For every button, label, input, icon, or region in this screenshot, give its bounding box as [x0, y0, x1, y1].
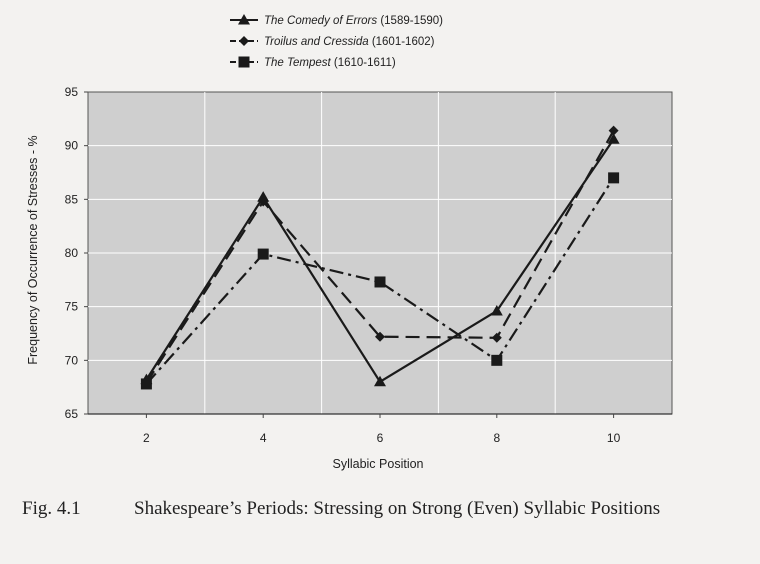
data-point-series-1 — [257, 191, 270, 202]
data-point-series-1 — [374, 375, 386, 387]
y-tick-label: 90 — [65, 139, 79, 153]
legend-series-name: Troilus and Cressida — [264, 36, 372, 48]
y-tick-label: 65 — [65, 407, 79, 421]
data-point-series-2 — [258, 196, 269, 207]
data-point-series-3 — [491, 354, 503, 366]
x-tick-label: 4 — [260, 431, 267, 445]
y-tick-label: 85 — [65, 192, 79, 206]
legend-marker-1 — [238, 14, 250, 25]
legend-series-period: (1610-1611) — [334, 57, 396, 69]
x-axis-label: Syllabic Position — [332, 457, 423, 471]
legend-entry-2: Troilus and Cressida (1601-1602) — [264, 36, 435, 48]
x-tick-label: 2 — [143, 431, 150, 445]
figure-label: Fig. 4.1 — [22, 498, 81, 519]
legend-series-name: The Tempest — [264, 57, 334, 69]
data-point-series-2 — [491, 332, 502, 343]
legend-series-period: (1589-1590) — [380, 15, 443, 27]
series-line-3 — [145, 177, 615, 385]
data-point-series-3 — [257, 248, 269, 260]
data-point-series-3 — [608, 172, 620, 184]
x-tick-label: 10 — [607, 431, 621, 445]
y-tick-label: 95 — [65, 85, 79, 99]
data-point-series-2 — [375, 331, 385, 342]
data-point-series-3 — [140, 378, 152, 390]
y-axis-label: Frequency of Occurrence of Stresses - % — [26, 135, 40, 364]
legend-series-name: The Comedy of Errors — [264, 15, 380, 27]
caption-text: Shakespeare’s Periods: Stressing on Stro… — [134, 498, 661, 519]
x-tick-label: 6 — [377, 431, 384, 445]
legend-series-period: (1601-1602) — [372, 36, 435, 48]
y-tick-label: 80 — [65, 246, 79, 260]
line-chart: 65 70 75 80 85 90 95 2 4 6 8 10 Syllabic Position Fre… — [26, 14, 673, 471]
data-point-series-3 — [374, 276, 386, 288]
data-point-series-1 — [607, 133, 620, 144]
legend-marker-2 — [239, 36, 249, 46]
legend-entry-1: The Comedy of Errors (1589-1590) — [264, 15, 443, 27]
data-point-series-1 — [490, 304, 503, 316]
y-tick-label: 70 — [65, 353, 79, 367]
data-point-series-2 — [608, 125, 619, 136]
legend-marker-3 — [238, 56, 250, 68]
series-line-2 — [145, 130, 615, 384]
x-tick-label: 8 — [493, 431, 500, 445]
y-tick-label: 75 — [65, 300, 79, 314]
legend-entry-3: The Tempest (1610-1611) — [264, 57, 396, 69]
